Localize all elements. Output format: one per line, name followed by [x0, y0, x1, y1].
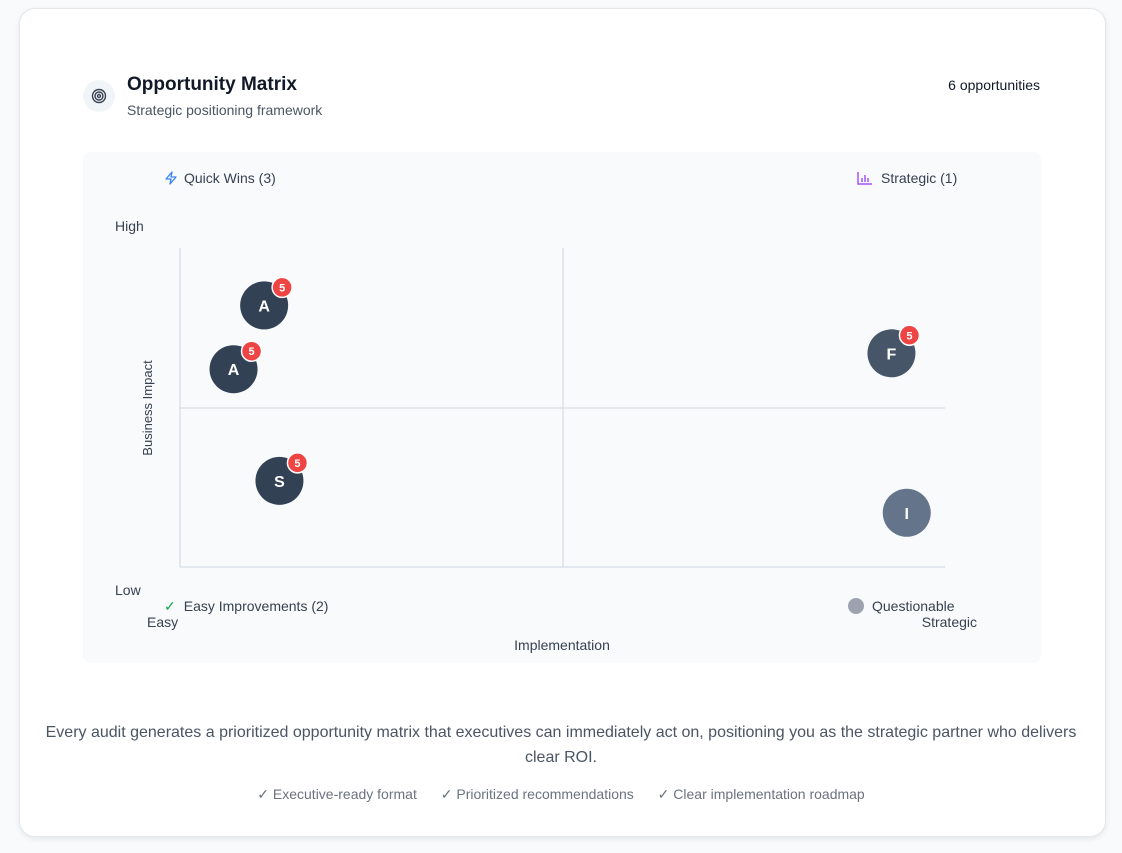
- strategic-label: Strategic (1): [857, 170, 957, 186]
- strategic-text: Strategic (1): [881, 170, 958, 186]
- quick-wins-label: Quick Wins (3): [164, 170, 276, 186]
- x-tick-strategic: Strategic: [922, 614, 977, 630]
- feature-item: ✓ Clear implementation roadmap: [657, 786, 865, 802]
- feature-item: ✓ Prioritized recommendations: [440, 786, 634, 802]
- opportunity-point[interactable]: F5: [867, 324, 921, 378]
- priority-badge: [240, 340, 263, 362]
- priority-badge-value: 5: [294, 458, 300, 470]
- x-axis-label: Implementation: [514, 637, 610, 653]
- bar-chart-icon: [857, 172, 872, 185]
- check-icon: ✓: [164, 598, 176, 614]
- feature-item: ✓ Executive-ready format: [257, 786, 417, 802]
- questionable-label: Questionable: [848, 598, 955, 614]
- y-tick-low: Low: [115, 582, 142, 598]
- questionable-text: Questionable: [872, 598, 955, 614]
- opportunity-point[interactable]: S5: [255, 452, 309, 505]
- priority-badge: [898, 324, 921, 347]
- easy-improvements-label: ✓ Easy Improvements (2): [164, 598, 328, 615]
- point-label: I: [905, 506, 909, 523]
- point-label: A: [258, 298, 270, 315]
- lightning-icon: [165, 171, 177, 185]
- quick-wins-text: Quick Wins (3): [184, 170, 276, 186]
- point-circle[interactable]: [882, 488, 931, 537]
- page-title: Opportunity Matrix: [127, 74, 297, 95]
- opportunity-point[interactable]: I: [882, 488, 931, 537]
- page-subtitle: Strategic positioning framework: [127, 102, 323, 118]
- opportunity-point[interactable]: A5: [209, 340, 263, 394]
- point-label: A: [228, 362, 240, 379]
- y-tick-high: High: [115, 218, 144, 234]
- y-axis-label: Business Impact: [140, 360, 155, 456]
- point-label: F: [887, 346, 897, 363]
- priority-badge-value: 5: [906, 330, 912, 342]
- easy-improvements-text: Easy Improvements (2): [183, 598, 329, 614]
- priority-badge: [286, 452, 309, 474]
- feature-list: ✓ Executive-ready format ✓ Prioritized r…: [0, 786, 1122, 803]
- opportunity-point[interactable]: A5: [240, 276, 293, 330]
- opportunity-count: 6 opportunities: [948, 77, 1040, 93]
- point-label: S: [274, 474, 285, 491]
- gray-dot-icon: [848, 598, 864, 614]
- description: Every audit generates a prioritized oppo…: [45, 724, 1077, 766]
- target-icon: [83, 80, 115, 112]
- priority-badge: [271, 276, 293, 299]
- priority-badge-value: 5: [279, 282, 285, 294]
- priority-badge-value: 5: [248, 346, 254, 358]
- x-tick-easy: Easy: [147, 614, 178, 630]
